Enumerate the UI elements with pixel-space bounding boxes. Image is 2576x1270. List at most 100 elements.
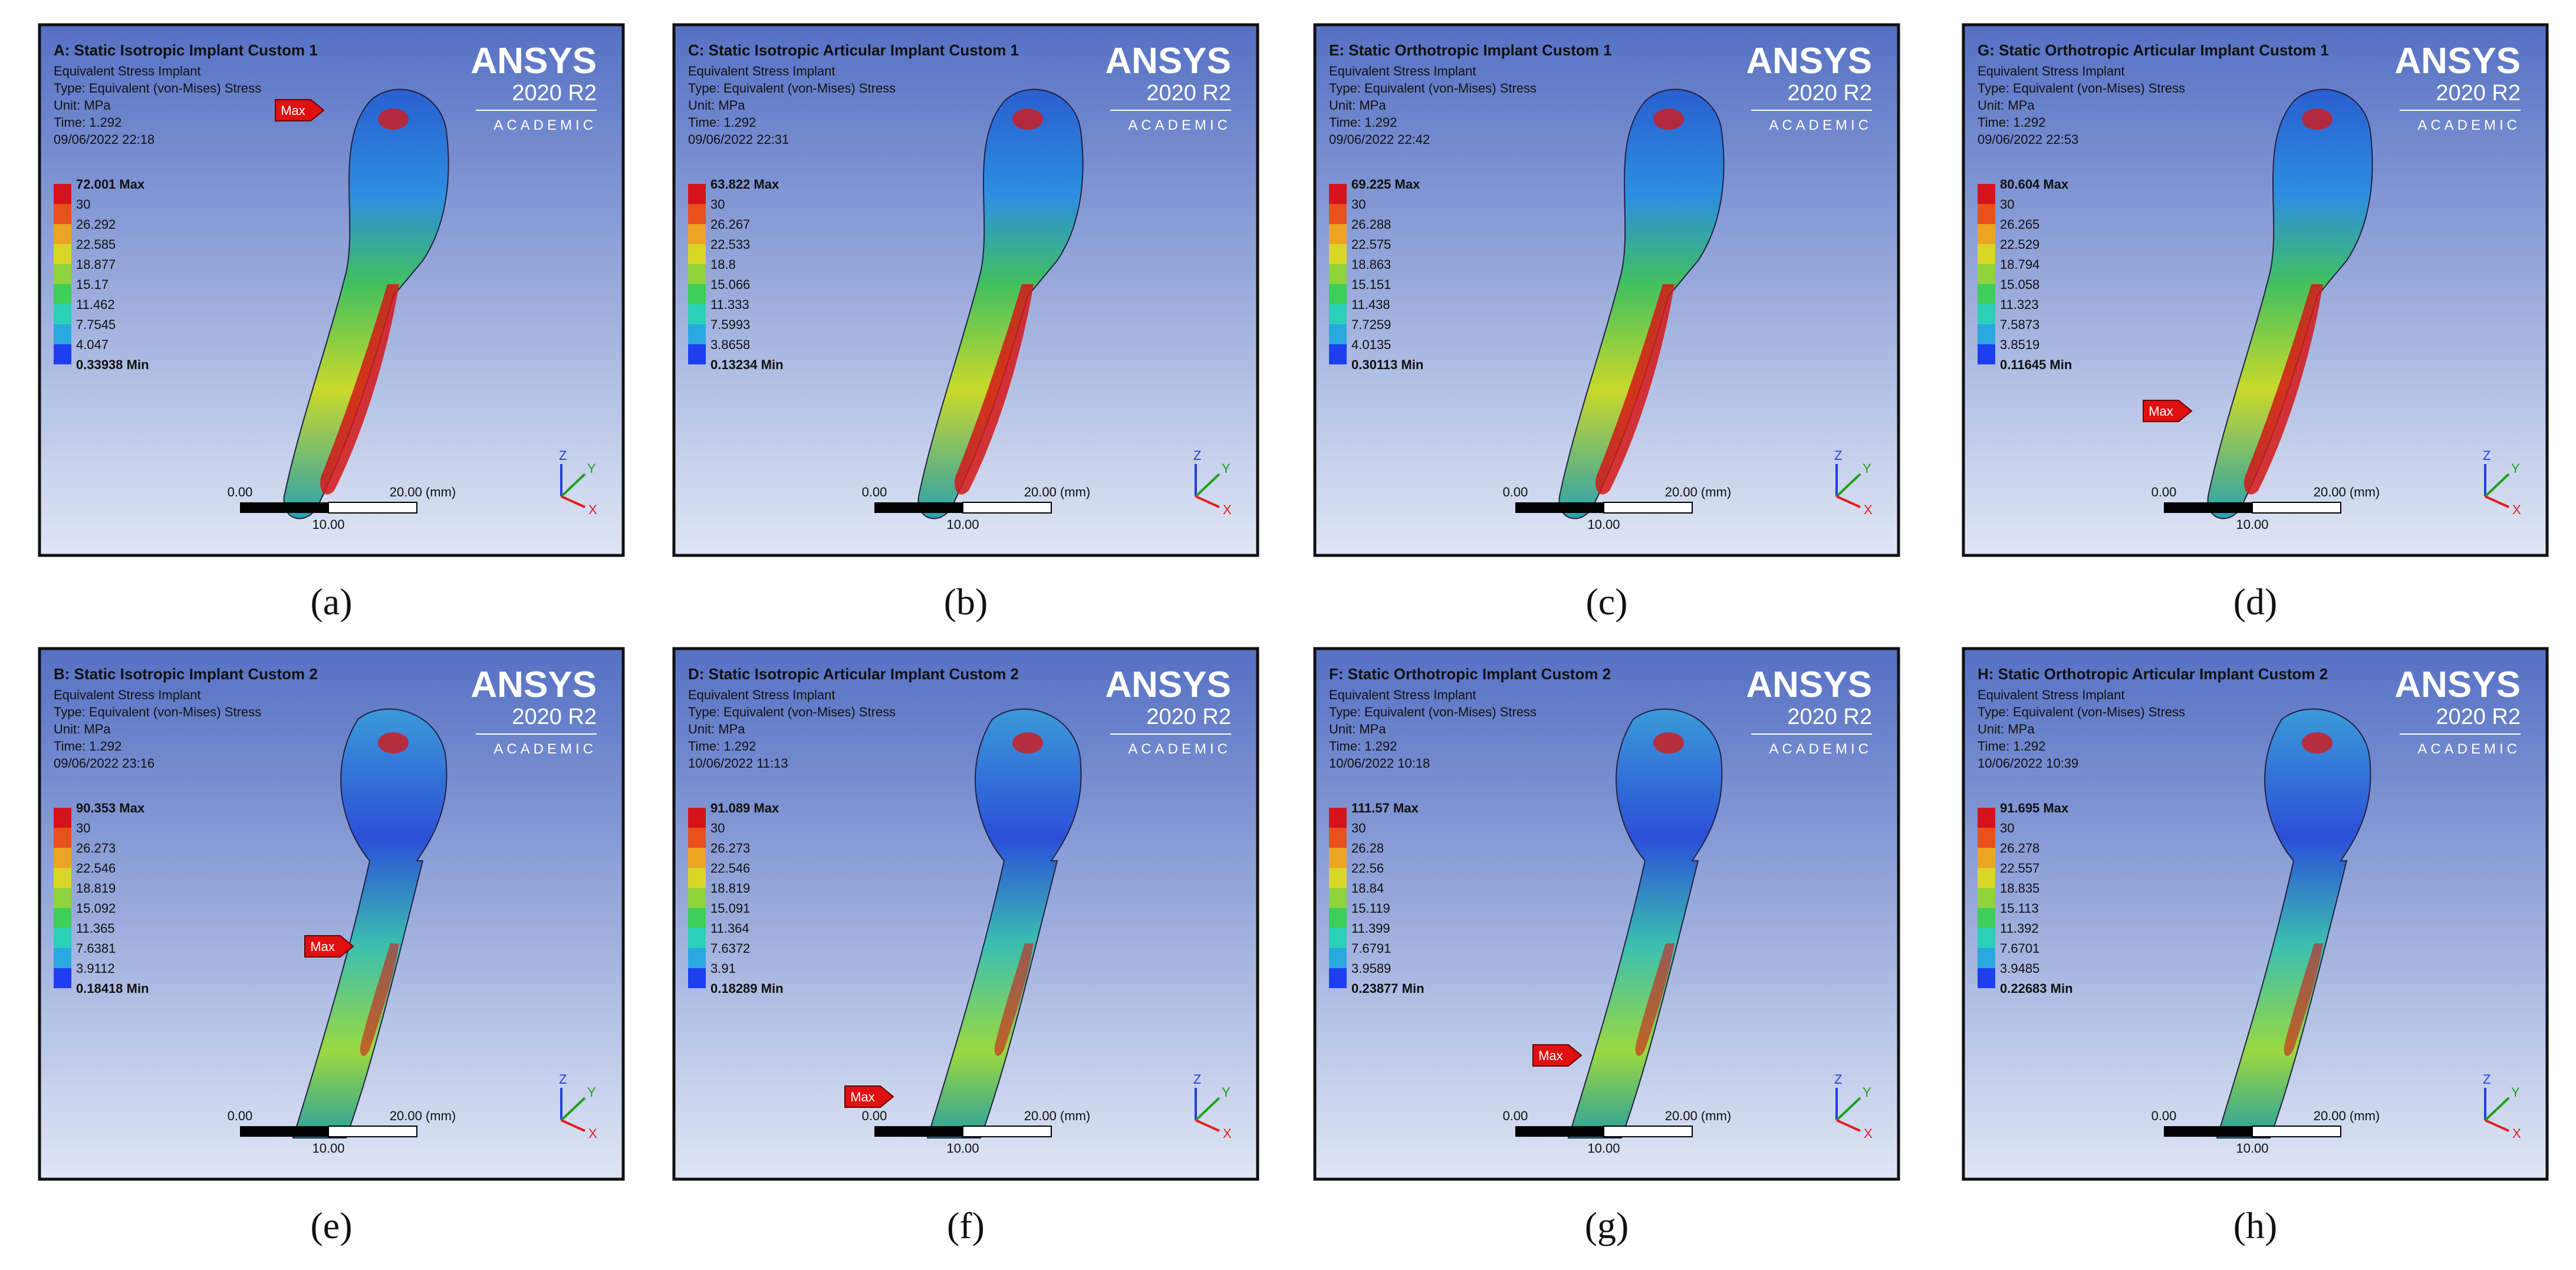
legend-band [1329,204,1347,224]
axis-z-label: Z [2483,448,2491,463]
panel-title: H: Static Orthotropic Articular Implant … [1978,665,2328,683]
panel-caption: (c) [1585,581,1627,623]
scale-bar-light [2252,502,2341,514]
legend-label: 7.7545 [76,317,116,332]
legend-band [54,868,71,888]
legend-band [688,908,706,928]
info-line: 10/06/2022 11:13 [688,756,788,771]
axis-y [560,473,586,498]
legend-band [688,224,706,244]
legend-band [688,204,706,224]
legend-label: 15.17 [76,277,108,292]
axis-x-label: X [1223,1126,1232,1141]
logo-brand: ANSYS [1105,664,1231,705]
legend-label: 15.119 [1351,901,1390,916]
scale-start: 0.00 [862,485,887,499]
max-label: Max [850,1090,875,1104]
axis-y [2484,1097,2510,1121]
result-panel: F: Static Orthotropic Implant Custom 2 Eq… [1313,647,1900,1181]
legend-band [1978,888,1995,908]
info-line: Time: 1.292 [54,115,121,130]
legend-label: 72.001 Max [76,177,145,192]
scale-end: 20.00 (mm) [1665,1108,1731,1123]
legend-label: 26.265 [2000,217,2039,232]
legend-label: 18.819 [710,881,750,896]
logo-edition: ACADEMIC [2417,741,2521,757]
logo-brand: ANSYS [2394,41,2521,81]
legend-label: 7.6381 [76,941,116,956]
legend-label: 18.835 [2000,881,2039,896]
legend-label: 91.089 Max [710,801,779,815]
axis-x [1195,495,1220,508]
info-line: 09/06/2022 23:16 [54,756,154,771]
result-panel: D: Static Isotropic Articular Implant Cu… [672,647,1259,1181]
scale-bar-light [2252,1126,2341,1137]
legend-label: 0.18418 Min [76,981,149,996]
panel-caption: (b) [944,581,988,623]
legend-label: 15.092 [76,901,116,916]
legend-label: 22.575 [1351,237,1391,252]
stress-region [955,284,1034,495]
scale-end: 20.00 (mm) [2314,1108,2380,1123]
axis-z-label: Z [559,448,567,463]
stress-region [2284,943,2323,1056]
axis-x [1836,1119,1861,1132]
legend-label: 80.604 Max [2000,177,2069,192]
legend-band [54,808,71,828]
legend-label: 18.877 [76,257,116,272]
stress-hotspot [2302,108,2332,130]
legend-label: 11.323 [2000,297,2039,312]
legend-label: 3.9112 [76,961,115,976]
legend-label: 18.819 [76,881,116,896]
legend-label: 30 [76,821,90,835]
legend-band [1978,184,1995,204]
legend-band [1329,848,1347,868]
legend-band [1329,888,1347,908]
legend-band [688,184,706,204]
stress-region [2244,284,2323,495]
legend-band [1978,204,1995,224]
result-panel: B: Static Isotropic Implant Custom 2 Equi… [38,647,625,1181]
scale-bar-light [1603,1126,1693,1137]
scale-middle: 10.00 [1587,517,1620,532]
legend-band [54,828,71,848]
info-line: Equivalent Stress Implant [54,687,200,702]
logo-version: 2020 R2 [2436,81,2521,106]
logo-version: 2020 R2 [512,81,597,106]
axis-z-label: Z [1834,448,1842,463]
axis-x [1836,495,1861,508]
legend-band [54,204,71,224]
scale-start: 0.00 [2151,1108,2177,1123]
legend-label: 0.13234 Min [710,357,784,372]
legend-label: 7.6791 [1351,941,1391,956]
scale-middle: 10.00 [946,1141,979,1156]
scale-bar-dark [240,502,328,513]
legend-label: 30 [76,197,90,212]
legend-label: 22.533 [710,237,750,252]
legend-band [54,224,71,244]
panel-title: G: Static Orthotropic Articular Implant … [1978,41,2329,59]
legend-band [54,888,71,908]
legend-label: 30 [710,821,725,835]
legend-band [54,284,71,304]
legend-band [1978,908,1995,928]
scale-start: 0.00 [1503,1108,1528,1123]
info-line: Equivalent Stress Implant [1978,64,2124,78]
legend-label: 18.794 [2000,257,2039,272]
legend-label: 3.8658 [710,337,750,352]
logo-edition: ACADEMIC [1769,117,1872,133]
legend-label: 30 [2000,197,2014,212]
max-label: Max [1538,1048,1563,1063]
panel-title: E: Static Orthotropic Implant Custom 1 [1329,41,1612,59]
implant-model [292,708,448,1139]
info-line: Time: 1.292 [688,739,756,754]
max-callout [844,1085,894,1108]
stress-hotspot [1012,108,1043,130]
legend-band [1978,928,1995,948]
scale-bar-light [328,502,417,514]
scale-bar-light [1603,502,1693,514]
implant-model [926,708,1082,1139]
legend-band [1329,968,1347,988]
scale-middle: 10.00 [2236,1141,2268,1156]
legend-label: 11.392 [2000,921,2039,936]
